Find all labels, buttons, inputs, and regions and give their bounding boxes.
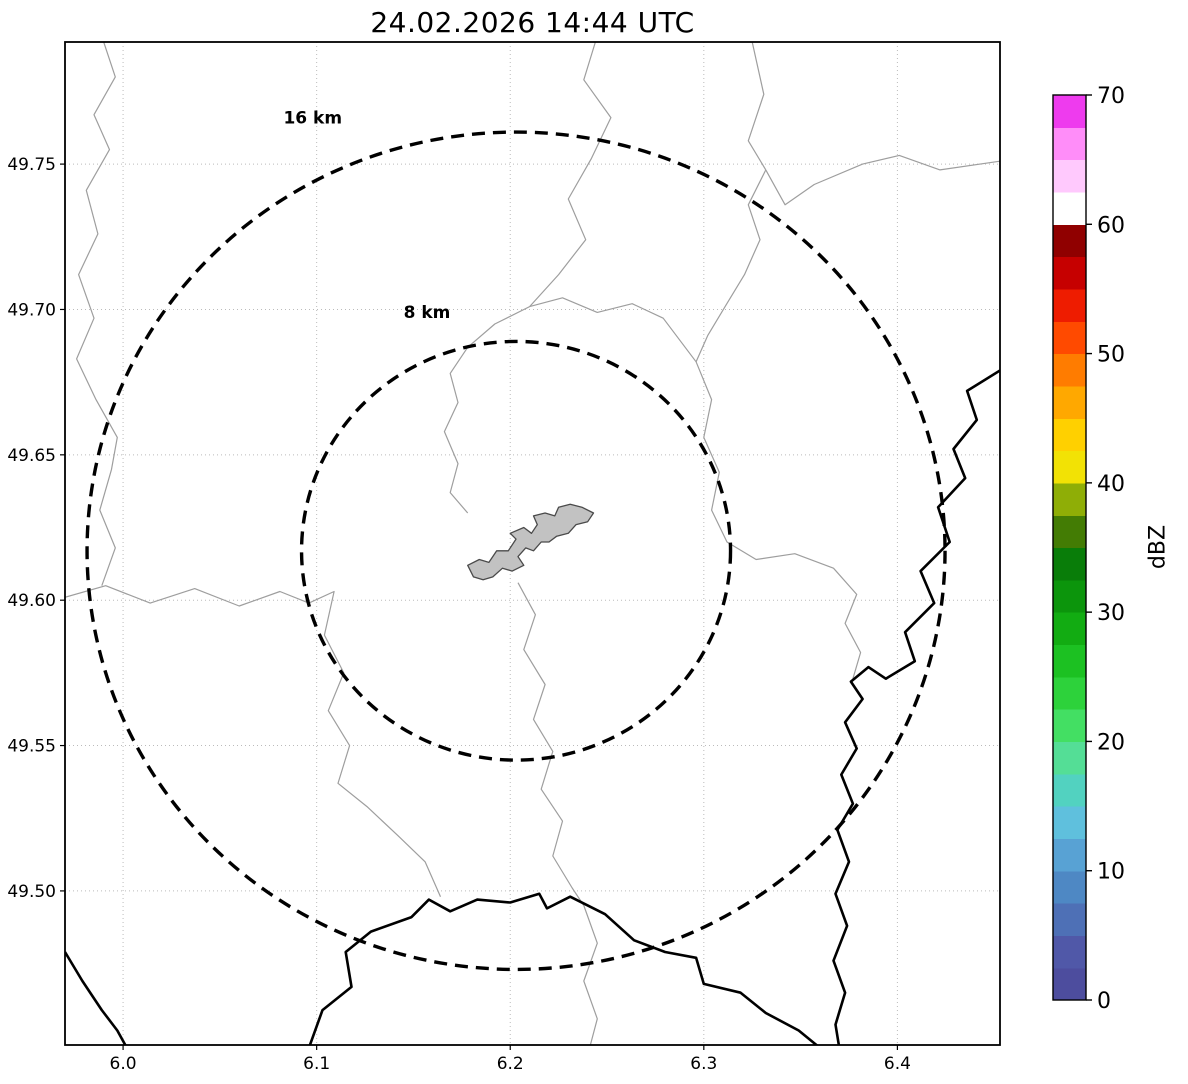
y-tick-label: 49.65 xyxy=(7,446,56,466)
range-ring-8km xyxy=(299,339,733,762)
colorbar-band xyxy=(1053,127,1086,161)
x-tick-label: 6.2 xyxy=(497,1054,524,1074)
colorbar-band xyxy=(1053,191,1086,225)
x-tick-label: 6.4 xyxy=(884,1054,911,1074)
river-line xyxy=(443,42,612,514)
plot-frame xyxy=(64,41,1001,1046)
river-lines xyxy=(65,42,1000,1045)
colorbar-band xyxy=(1053,321,1086,355)
country-border-line xyxy=(832,369,1000,1045)
colorbar-band xyxy=(1053,612,1086,646)
river-line xyxy=(65,585,442,897)
colorbar-band xyxy=(1053,870,1086,904)
colorbar-band xyxy=(1053,95,1086,128)
colorbar: 0 10 20 30 40 50 60 70 xyxy=(1052,84,1125,1014)
colorbar-band xyxy=(1053,256,1086,290)
city-polygon xyxy=(467,503,595,581)
colorbar-tick-label: 0 xyxy=(1097,989,1111,1014)
colorbar-band xyxy=(1053,806,1086,839)
colorbar-band xyxy=(1053,353,1086,387)
figure-title: 24.02.2026 14:44 UTC xyxy=(370,6,695,39)
colorbar-band xyxy=(1053,967,1086,1001)
colorbar-band xyxy=(1053,741,1086,775)
colorbar-tick-label: 70 xyxy=(1097,84,1125,109)
x-tick-label: 6.3 xyxy=(690,1054,717,1074)
colorbar-frame xyxy=(1052,94,1087,1001)
colorbar-band xyxy=(1053,644,1086,678)
colorbar-unit-label: dBZ xyxy=(1145,524,1171,570)
river-line xyxy=(695,169,767,363)
y-tick-label: 49.55 xyxy=(7,737,56,757)
colorbar-band xyxy=(1053,838,1086,872)
colorbar-band xyxy=(1053,159,1086,193)
range-ring-16km xyxy=(85,130,947,972)
colorbar-band xyxy=(1053,579,1086,613)
y-tick-label: 49.75 xyxy=(7,155,56,175)
colorbar-band xyxy=(1053,903,1086,936)
colorbar-band xyxy=(1053,385,1086,419)
colorbar-band xyxy=(1053,676,1086,710)
colorbar-band xyxy=(1053,935,1086,969)
colorbar-tick-label: 30 xyxy=(1097,601,1125,626)
y-tick-label: 49.70 xyxy=(7,300,56,320)
colorbar-band xyxy=(1053,450,1086,484)
colorbar-band xyxy=(1053,482,1086,516)
x-tick-label: 6.0 xyxy=(110,1054,137,1074)
river-line xyxy=(529,297,862,679)
colorbar-tick-label: 40 xyxy=(1097,472,1125,497)
y-tick-label: 49.60 xyxy=(7,591,56,611)
country-border-line xyxy=(65,951,127,1045)
range-ring-label: 8 km xyxy=(404,303,451,323)
river-line xyxy=(75,42,118,586)
y-tick-label: 49.50 xyxy=(7,882,56,902)
colorbar-tick-label: 20 xyxy=(1097,730,1125,755)
colorbar-band xyxy=(1053,547,1086,581)
axis-ticks: 6.0 6.1 6.2 6.3 6.4 49.50 49.55 49.60 49.65 49.70… xyxy=(7,155,911,1074)
range-rings: 8 km 16 km xyxy=(85,108,947,972)
colorbar-band xyxy=(1053,418,1086,452)
colorbar-tick-label: 50 xyxy=(1097,343,1125,368)
map-features xyxy=(65,42,1000,1045)
river-line xyxy=(747,42,767,171)
colorbar-tick-label: 60 xyxy=(1097,213,1125,238)
river-line xyxy=(765,154,1000,206)
colorbar-tick-label: 10 xyxy=(1097,860,1125,885)
colorbar-band xyxy=(1053,709,1086,743)
colorbar-band xyxy=(1053,224,1086,258)
colorbar-band xyxy=(1053,773,1086,807)
range-ring-label: 16 km xyxy=(283,108,342,128)
colorbar-band xyxy=(1053,288,1086,322)
x-tick-label: 6.1 xyxy=(303,1054,330,1074)
colorbar-band xyxy=(1053,515,1086,549)
river-line xyxy=(517,582,598,1045)
